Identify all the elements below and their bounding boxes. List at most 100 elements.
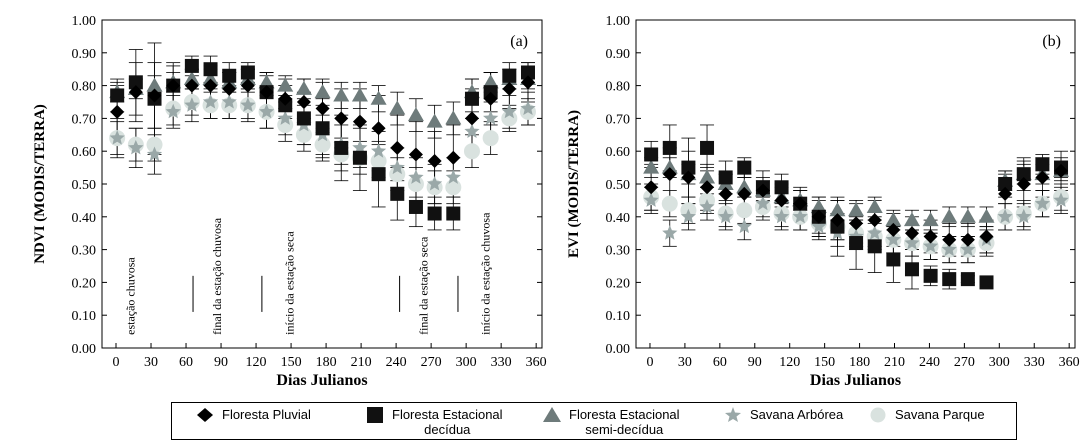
x-tick-label: 120 — [779, 355, 800, 370]
data-point-decidua — [886, 252, 901, 267]
data-point-semidecidua — [736, 179, 753, 194]
data-point-decidua — [979, 275, 994, 290]
legend-item-floresta-decidua: Floresta Estacional decídua — [364, 407, 503, 437]
data-point-pluvial — [520, 75, 535, 90]
legend-label: Floresta Estacional decídua — [392, 407, 503, 437]
y-tick-label: 0.00 — [606, 342, 631, 357]
data-point-arborea — [277, 110, 293, 125]
x-tick-label: 240 — [386, 355, 407, 370]
legend-item-savana-arborea: Savana Arbórea — [722, 407, 843, 423]
data-point-parque — [146, 136, 163, 153]
data-point-semidecidua — [941, 208, 958, 223]
data-point-pluvial — [662, 167, 677, 182]
season-annotation: final da estação chuvosa — [210, 217, 224, 335]
data-point-parque — [407, 176, 424, 192]
data-point-decidua — [737, 160, 752, 175]
data-point-parque — [736, 202, 753, 219]
data-point-parque — [482, 130, 499, 147]
data-point-arborea — [885, 231, 901, 247]
x-tick-label: 210 — [884, 355, 905, 370]
data-point-semidecidua — [183, 71, 200, 86]
y-tick-label: 0.30 — [72, 244, 97, 259]
data-point-pluvial — [502, 81, 517, 96]
x-tick-label: 270 — [421, 355, 442, 370]
data-point-decidua — [334, 140, 349, 155]
data-point-decidua — [427, 206, 442, 221]
data-point-semidecidua — [445, 110, 462, 125]
y-tick-label: 0.60 — [606, 145, 631, 160]
data-point-semidecidua — [661, 159, 678, 174]
data-point-decidua — [774, 180, 789, 195]
season-annotation: estação chuvosa — [124, 257, 138, 335]
data-point-semidecidua — [295, 80, 312, 95]
data-point-pluvial — [166, 78, 181, 93]
x-tick-label: 270 — [954, 355, 975, 370]
legend-label: Floresta Pluvial — [222, 407, 311, 422]
data-point-arborea — [202, 94, 219, 109]
data-point-semidecidua — [922, 212, 939, 227]
square-icon — [367, 407, 383, 423]
data-point-arborea — [643, 192, 659, 207]
data-point-arborea — [259, 103, 275, 119]
x-tick-label: 30 — [144, 355, 158, 370]
y-tick-label: 0.50 — [606, 178, 631, 193]
x-tick-label: 60 — [713, 355, 727, 370]
x-tick-label: 60 — [179, 355, 193, 370]
data-point-arborea — [184, 97, 200, 112]
data-point-arborea — [165, 103, 181, 119]
data-point-pluvial — [737, 186, 752, 201]
data-point-pluvial — [793, 196, 808, 211]
legend-label: Floresta Estacional semi-decídua — [569, 407, 680, 437]
data-point-pluvial — [315, 101, 330, 116]
legend-label: Savana Parque — [895, 407, 985, 422]
chart-panel-evi: 0.00 0.10 0.20 0.30 0.40 0.50 0.60 0.70 0.80 0.90… — [566, 14, 1080, 389]
data-point-decidua — [502, 68, 517, 83]
data-point-semidecidua — [202, 71, 219, 86]
x-tick-label: 330 — [1024, 355, 1045, 370]
data-point-semidecidua — [885, 212, 902, 227]
x-axis-label: Dias Julianos — [810, 372, 901, 389]
data-point-decidua — [352, 150, 367, 165]
data-point-parque — [370, 153, 387, 170]
data-point-decidua — [700, 140, 715, 155]
legend-label: Savana Arbórea — [750, 407, 844, 422]
data-point-parque — [389, 166, 406, 183]
data-point-decidua — [240, 65, 255, 80]
y-tick-label: 0.60 — [72, 145, 97, 160]
data-point-parque — [445, 179, 462, 196]
triangle-icon — [543, 407, 561, 422]
data-point-semidecidua — [643, 159, 660, 174]
data-point-arborea — [1016, 208, 1032, 224]
data-point-decidua — [867, 239, 882, 254]
data-point-parque — [277, 116, 294, 133]
data-point-arborea — [680, 208, 696, 224]
x-tick-label: 0 — [646, 355, 653, 370]
data-point-pluvial — [886, 222, 901, 237]
data-point-pluvial — [352, 114, 367, 129]
data-point-semidecidua — [866, 198, 883, 213]
x-tick-label: 120 — [246, 355, 267, 370]
data-point-semidecidua — [314, 84, 331, 99]
data-point-pluvial — [1016, 177, 1031, 191]
y-tick-label: 0.50 — [72, 178, 97, 193]
data-point-semidecidua — [699, 169, 716, 184]
data-point-arborea — [221, 94, 237, 109]
data-point-arborea — [501, 103, 517, 119]
data-point-pluvial — [390, 140, 405, 155]
data-point-semidecidua — [389, 100, 406, 115]
data-point-pluvial — [240, 78, 255, 93]
data-point-arborea — [389, 159, 405, 175]
legend: Floresta Pluvial Floresta Estacional dec… — [171, 402, 1017, 440]
panel-label: (a) — [510, 33, 528, 50]
data-point-pluvial — [942, 232, 957, 247]
data-point-parque — [295, 126, 312, 143]
y-tick-label: 0.40 — [606, 211, 631, 226]
data-point-decidua — [718, 170, 733, 185]
data-point-pluvial — [110, 104, 125, 119]
data-point-pluvial — [464, 111, 479, 126]
data-point-decidua — [960, 272, 975, 287]
data-point-semidecidua — [848, 202, 865, 217]
x-tick-label: 150 — [814, 355, 835, 370]
season-annotation: início da estação chuvosa — [478, 212, 492, 335]
